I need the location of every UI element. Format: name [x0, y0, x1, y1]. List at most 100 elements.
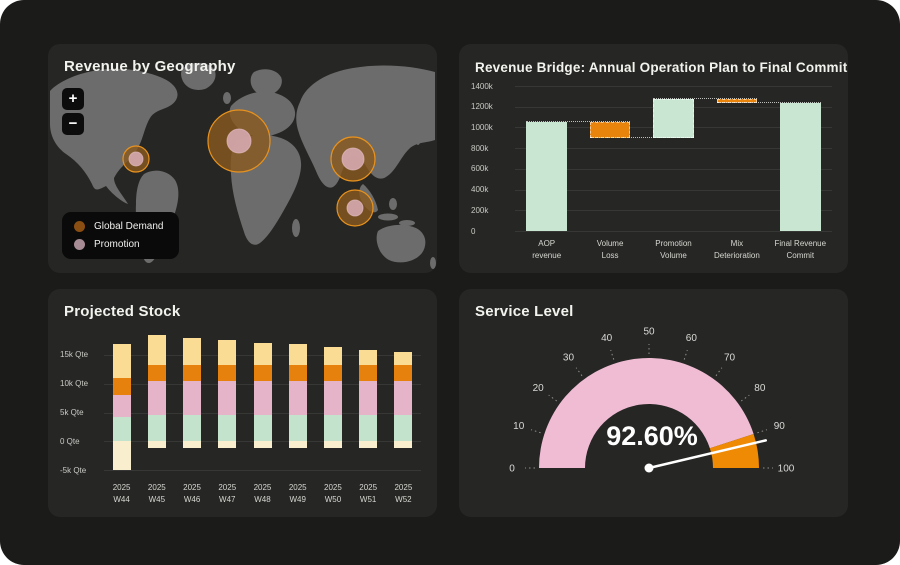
y-axis-tick-label: -5k Qte [60, 465, 87, 475]
x-axis-category-label: 2025 W52 [394, 483, 413, 504]
dashboard-grid: Revenue by Geography [48, 44, 848, 517]
x-axis-category-label: 2025 W46 [183, 483, 201, 504]
stacked-bar-segment-2[interactable] [394, 415, 413, 442]
gauge-tick-label: 60 [686, 333, 698, 344]
stacked-bar-segment-1[interactable] [147, 441, 166, 449]
stacked-bar-segment-5[interactable] [359, 349, 378, 366]
revenue-bridge-chart: 0 200k 400k 600k 800k 1000k 1200k 1400k AOP reven… [469, 78, 838, 265]
stacked-bar-segment-2[interactable] [183, 415, 202, 442]
stacked-bar-segment-5[interactable] [112, 344, 131, 379]
y-axis-tick-label: 1400k [471, 81, 493, 91]
waterfall-bar-3[interactable] [653, 99, 694, 138]
panel-revenue-by-geography: Revenue by Geography [48, 44, 437, 273]
stacked-bar-segment-2[interactable] [218, 415, 237, 442]
gauge-tick-label: 40 [601, 333, 613, 344]
stacked-bar-segment-5[interactable] [183, 337, 202, 366]
stacked-bar-segment-5[interactable] [218, 340, 237, 366]
waterfall-bar-2[interactable] [589, 122, 631, 138]
stacked-bar-segment-4[interactable] [359, 365, 378, 381]
stacked-bar-segment-2[interactable] [147, 415, 166, 442]
stacked-bar-segment-4[interactable] [323, 365, 342, 381]
grid-line [515, 148, 832, 150]
map-bubble-inner-southeast-asia[interactable] [346, 199, 364, 217]
stacked-bar-segment-3[interactable] [218, 380, 237, 416]
x-axis-category-label: Mix Deterioration [713, 239, 760, 260]
stacked-bar-segment-1[interactable] [288, 441, 307, 449]
stacked-bar-segment-5[interactable] [394, 351, 413, 366]
map-zoom-controls: + − [62, 88, 84, 135]
gauge-tick [548, 394, 558, 402]
stacked-bar-segment-2[interactable] [112, 416, 131, 442]
waterfall-bar-1[interactable] [526, 122, 567, 231]
x-axis-category-label: Promotion Volume [655, 239, 692, 260]
stacked-bar-segment-5[interactable] [323, 347, 342, 366]
panel-revenue-bridge: Revenue Bridge: Annual Operation Plan to… [459, 44, 848, 273]
gauge-tick [575, 367, 583, 377]
map-zoom-out-button[interactable]: − [62, 113, 84, 135]
stacked-bar-segment-4[interactable] [394, 365, 413, 381]
gauge-tick-label: 50 [643, 327, 655, 338]
legend-item-global-demand: Global Demand [74, 221, 163, 232]
stacked-bar-segment-1[interactable] [359, 441, 378, 449]
stacked-bar-segment-5[interactable] [253, 342, 272, 366]
stacked-bar-segment-4[interactable] [288, 365, 307, 381]
stacked-bar-segment-3[interactable] [323, 380, 342, 416]
island-philippines [389, 198, 397, 210]
stacked-bar-segment-1[interactable] [253, 441, 272, 449]
island-japan [414, 123, 422, 145]
gauge-tick [610, 349, 615, 360]
gauge-tick [757, 429, 768, 434]
island-indonesia-1 [378, 213, 398, 221]
stacked-bar-segment-1[interactable] [323, 441, 342, 449]
gauge-tick-label: 100 [778, 464, 795, 475]
x-axis-category-label: 2025 W44 [112, 483, 131, 504]
map-zoom-in-button[interactable]: + [62, 88, 84, 110]
stacked-bar-segment-4[interactable] [218, 365, 237, 381]
stacked-bar-segment-3[interactable] [288, 380, 307, 416]
stacked-bar-segment-2[interactable] [359, 415, 378, 442]
stacked-bar-segment-2[interactable] [323, 415, 342, 442]
x-axis-category-label: 2025 W51 [359, 483, 378, 504]
waterfall-connector [526, 121, 631, 123]
service-level-title: Service Level [475, 303, 574, 320]
y-axis-tick-label: 0 [471, 226, 476, 236]
stacked-bar-segment-3[interactable] [183, 380, 202, 416]
y-axis-tick-label: 600k [471, 164, 489, 174]
stacked-bar-segment-5[interactable] [147, 335, 166, 366]
stacked-bar-segment-1[interactable] [112, 441, 131, 471]
map-bubble-inner-north-america[interactable] [128, 151, 144, 167]
x-axis-category-label: 2025 W50 [324, 483, 342, 504]
panel-service-level: Service Level 0 10 20 30 40 50 60 70 80 90 100 92.6… [459, 289, 848, 517]
stacked-bar-segment-2[interactable] [253, 415, 272, 442]
stacked-bar-segment-4[interactable] [253, 365, 272, 381]
stacked-bar-segment-3[interactable] [147, 380, 166, 416]
map-bubble-inner-europe[interactable] [226, 128, 252, 154]
stacked-bar-segment-3[interactable] [112, 394, 131, 417]
stacked-bar-segment-4[interactable] [112, 378, 131, 395]
gauge-needle [647, 439, 768, 470]
stacked-bar-segment-3[interactable] [359, 380, 378, 416]
stacked-bar-segment-5[interactable] [288, 344, 307, 366]
stacked-bar-segment-4[interactable] [147, 365, 166, 381]
grid-line [515, 231, 832, 232]
stacked-bar-segment-4[interactable] [183, 365, 202, 381]
legend-label: Promotion [94, 239, 140, 250]
projected-stock-title: Projected Stock [64, 303, 181, 320]
panel-projected-stock: Projected Stock -5k Qte 0 Qte 5k Qte 10k Qt… [48, 289, 437, 517]
gauge-tick-label: 30 [563, 353, 575, 364]
stacked-bar-segment-1[interactable] [218, 441, 237, 449]
gauge-tick-label: 0 [509, 464, 515, 475]
stacked-bar-segment-3[interactable] [394, 380, 413, 416]
gauge-tick [715, 367, 723, 377]
waterfall-bar-5[interactable] [780, 102, 821, 231]
global-demand-swatch-icon [74, 221, 85, 232]
stacked-bar-segment-1[interactable] [183, 441, 202, 449]
stacked-bar-segment-2[interactable] [288, 415, 307, 442]
map-bubble-inner-east-asia[interactable] [341, 147, 365, 171]
waterfall-connector [653, 98, 758, 100]
stacked-bar-segment-1[interactable] [394, 441, 413, 449]
gauge-segment-1 [539, 358, 754, 468]
service-level-gauge: 0 10 20 30 40 50 60 70 80 90 100 92.60% [509, 327, 795, 475]
stacked-bar-segment-3[interactable] [253, 380, 272, 416]
